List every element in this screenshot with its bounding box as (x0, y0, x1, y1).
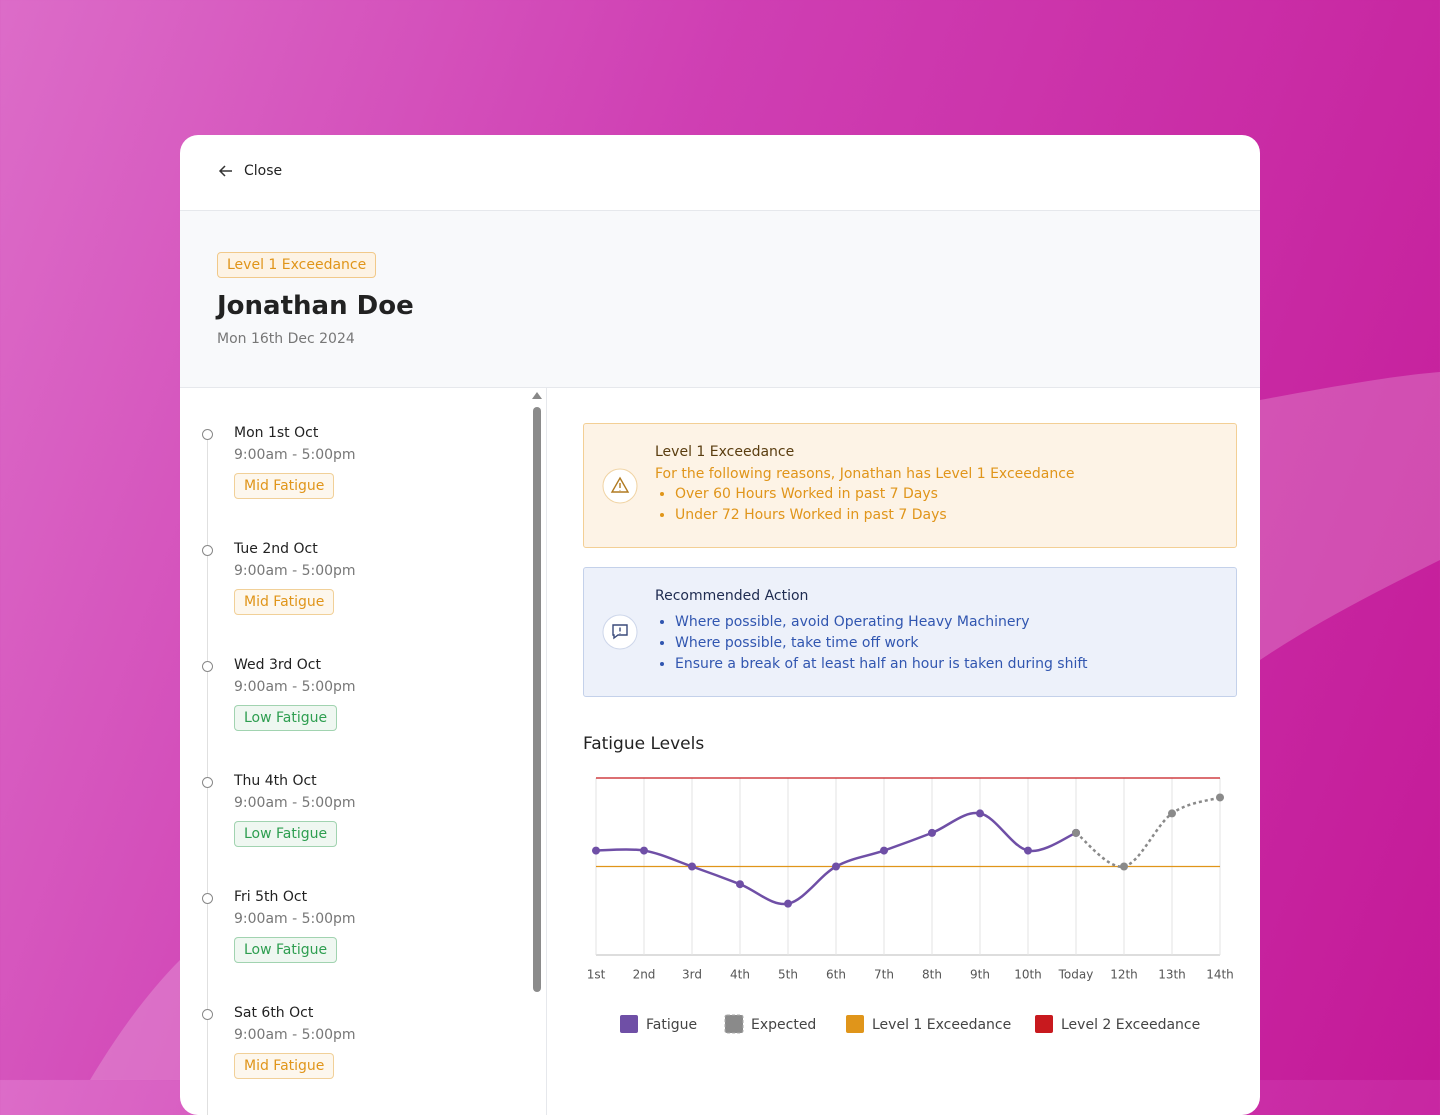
level-badge: Level 1 Exceedance (217, 252, 377, 278)
fatigue-badge: Low Fatigue (234, 705, 338, 731)
shift-list: Mon 1st Oct 9:00am - 5:00pm Mid Fatigue Tue… (180, 387, 547, 1115)
shift-day: Wed 3rd Oct (234, 657, 321, 673)
x-tick-label: 1st (587, 968, 606, 982)
scrollbar[interactable] (533, 407, 541, 992)
point (640, 846, 648, 855)
alert-intro: For the following reasons, Jonathan has … (655, 466, 1075, 482)
shift-day: Tue 2nd Oct (234, 541, 318, 557)
point (880, 846, 888, 855)
shift-day: Mon 1st Oct (234, 425, 319, 441)
shift: Sat 6th Oct 9:00am - 5:00pm Mid Fatigue (234, 1005, 356, 1079)
shift-time: 9:00am - 5:00pm (234, 911, 356, 927)
shift-day: Sat 6th Oct (234, 1005, 314, 1021)
legend-label: Level 2 Exceedance (1061, 1017, 1200, 1033)
point (1120, 862, 1128, 871)
action-item: Ensure a break of at least half an hour … (675, 656, 1088, 672)
shift-day: Thu 4th Oct (234, 773, 317, 789)
shift-time: 9:00am - 5:00pm (234, 563, 356, 579)
back-arrow (218, 165, 232, 177)
x-tick-label: 10th (1014, 968, 1042, 982)
point (1072, 828, 1080, 837)
timeline (207, 432, 208, 1115)
reason: Under 72 Hours Worked in past 7 Days (675, 507, 1075, 523)
shift-time: 9:00am - 5:00pm (234, 447, 356, 463)
point (1024, 846, 1032, 855)
shift-day: Fri 5th Oct (234, 889, 308, 905)
timeline-dot (202, 429, 213, 440)
close-label: Close (244, 163, 283, 179)
shift: Tue 2nd Oct 9:00am - 5:00pm Mid Fatigue (234, 541, 356, 615)
point (688, 862, 696, 871)
scroll-up[interactable] (532, 392, 542, 399)
date: Mon 16th Dec 2024 (217, 331, 355, 347)
point (1216, 793, 1224, 802)
fatigue-badge: Low Fatigue (234, 937, 338, 963)
alert-box: Level 1 Exceedance For the following rea… (583, 423, 1237, 548)
warning-icon (602, 468, 638, 504)
profile: Level 1 Exceedance Jonathan Doe Mon 16th… (180, 210, 1260, 388)
fatigue-badge: Mid Fatigue (234, 589, 335, 615)
fatigue-badge: Mid Fatigue (234, 1053, 335, 1079)
action-title: Recommended Action (655, 588, 809, 604)
action-item: Where possible, take time off work (675, 635, 1088, 651)
shift: Mon 1st Oct 9:00am - 5:00pm Mid Fatigue (234, 425, 356, 499)
bg-waves (0, 0, 1440, 1080)
point (1168, 809, 1176, 818)
shift: Wed 3rd Oct 9:00am - 5:00pm Low Fatigue (234, 657, 356, 731)
legend-label: Level 1 Exceedance (872, 1017, 1011, 1033)
legend-label: Fatigue (646, 1017, 697, 1033)
point (592, 846, 600, 855)
legend-label: Expected (751, 1017, 816, 1033)
legend-swatch (620, 1015, 638, 1033)
page: Close Level 1 Exceedance Jonathan Doe Mo… (0, 0, 1440, 1080)
point (976, 809, 984, 818)
x-tick-label: 6th (826, 968, 846, 982)
x-tick-label: 4th (730, 968, 750, 982)
x-tick-label: 7th (874, 968, 894, 982)
x-tick-label: 3rd (682, 968, 702, 982)
action-item: Where possible, avoid Operating Heavy Ma… (675, 614, 1088, 630)
panel: Close Level 1 Exceedance Jonathan Doe Mo… (180, 135, 1260, 1115)
timeline-dot (202, 1009, 213, 1020)
chart-title: Fatigue Levels (583, 734, 704, 754)
shift-time: 9:00am - 5:00pm (234, 679, 356, 695)
point (736, 880, 744, 889)
point (832, 862, 840, 871)
timeline-dot (202, 893, 213, 904)
x-tick-label: 5th (778, 968, 798, 982)
x-tick-label: 14th (1206, 968, 1234, 982)
shift-time: 9:00am - 5:00pm (234, 795, 356, 811)
series-line (1075, 796, 1221, 868)
reasons: Over 60 Hours Worked in past 7 Days Under… (655, 486, 1075, 523)
x-tick-label: 13th (1158, 968, 1186, 982)
timeline-dot (202, 545, 213, 556)
action-box: Recommended Action Where possible, avoid… (583, 567, 1237, 697)
legend-swatch (1035, 1015, 1053, 1033)
legend-swatch (846, 1015, 864, 1033)
point (928, 828, 936, 837)
fatigue-badge: Low Fatigue (234, 821, 338, 847)
action-items: Where possible, avoid Operating Heavy Ma… (655, 614, 1088, 672)
timeline-dot (202, 777, 213, 788)
x-tick-label: 9th (970, 968, 990, 982)
shift: Thu 4th Oct 9:00am - 5:00pm Low Fatigue (234, 773, 356, 847)
shift-time: 9:00am - 5:00pm (234, 1027, 356, 1043)
close-button[interactable]: Close (218, 163, 282, 179)
point (784, 899, 792, 908)
fatigue-badge: Mid Fatigue (234, 473, 335, 499)
x-tick-label: 2nd (633, 968, 656, 982)
x-tick-label: 12th (1110, 968, 1138, 982)
alert-title: Level 1 Exceedance (655, 444, 795, 460)
x-tick-label: Today (1058, 968, 1094, 982)
reason: Over 60 Hours Worked in past 7 Days (675, 486, 1075, 502)
x-tick-label: 8th (922, 968, 942, 982)
person-name: Jonathan Doe (217, 291, 414, 321)
message-icon (602, 614, 638, 650)
legend-swatch (724, 1014, 744, 1034)
shift: Fri 5th Oct 9:00am - 5:00pm Low Fatigue (234, 889, 356, 963)
chart: Fatigue Levels 1st 2nd 3rd 4th 5th 6th 7th 8th 9… (583, 734, 1234, 1034)
timeline-dot (202, 661, 213, 672)
